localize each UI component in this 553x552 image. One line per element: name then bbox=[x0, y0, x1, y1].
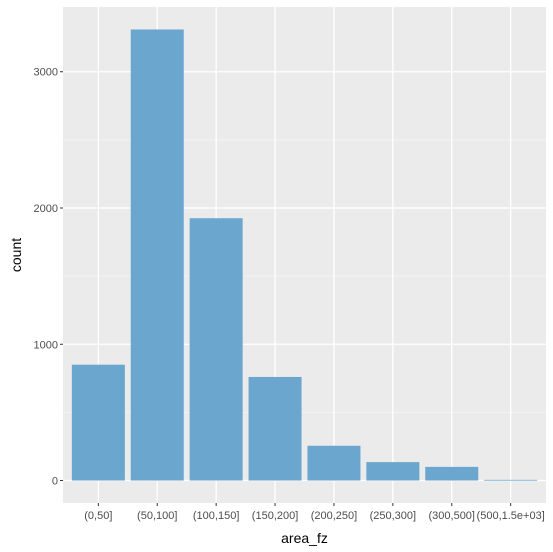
x-tick-label: (100,150] bbox=[193, 510, 239, 522]
bar bbox=[71, 364, 125, 481]
bar bbox=[189, 218, 243, 481]
x-tick-label: (500,1.5e+03] bbox=[477, 510, 545, 522]
bar bbox=[307, 445, 361, 481]
x-tick-label: (200,250] bbox=[311, 510, 357, 522]
y-axis-title: count bbox=[8, 238, 24, 272]
x-tick-label: (300,500] bbox=[429, 510, 475, 522]
bars bbox=[71, 29, 538, 481]
x-axis-title: area_fz bbox=[281, 530, 328, 546]
x-tick-label: (50,100] bbox=[137, 510, 177, 522]
y-axis-ticks: 0 1000 2000 3000 bbox=[34, 67, 63, 488]
x-tick-label: (150,200] bbox=[252, 510, 298, 522]
y-tick-label: 1000 bbox=[34, 339, 58, 351]
bar bbox=[425, 466, 479, 481]
y-tick-label: 3000 bbox=[34, 67, 58, 79]
bar bbox=[130, 29, 184, 481]
bar bbox=[248, 376, 302, 481]
x-axis-ticks: (0,50] (50,100] (100,150] (150,200] (200,250… bbox=[84, 503, 545, 522]
y-tick-label: 0 bbox=[52, 476, 58, 488]
x-tick-label: (0,50] bbox=[84, 510, 112, 522]
x-tick-label: (250,300] bbox=[370, 510, 416, 522]
bar bbox=[366, 462, 420, 481]
y-tick-label: 2000 bbox=[34, 203, 58, 215]
bar bbox=[484, 479, 538, 481]
